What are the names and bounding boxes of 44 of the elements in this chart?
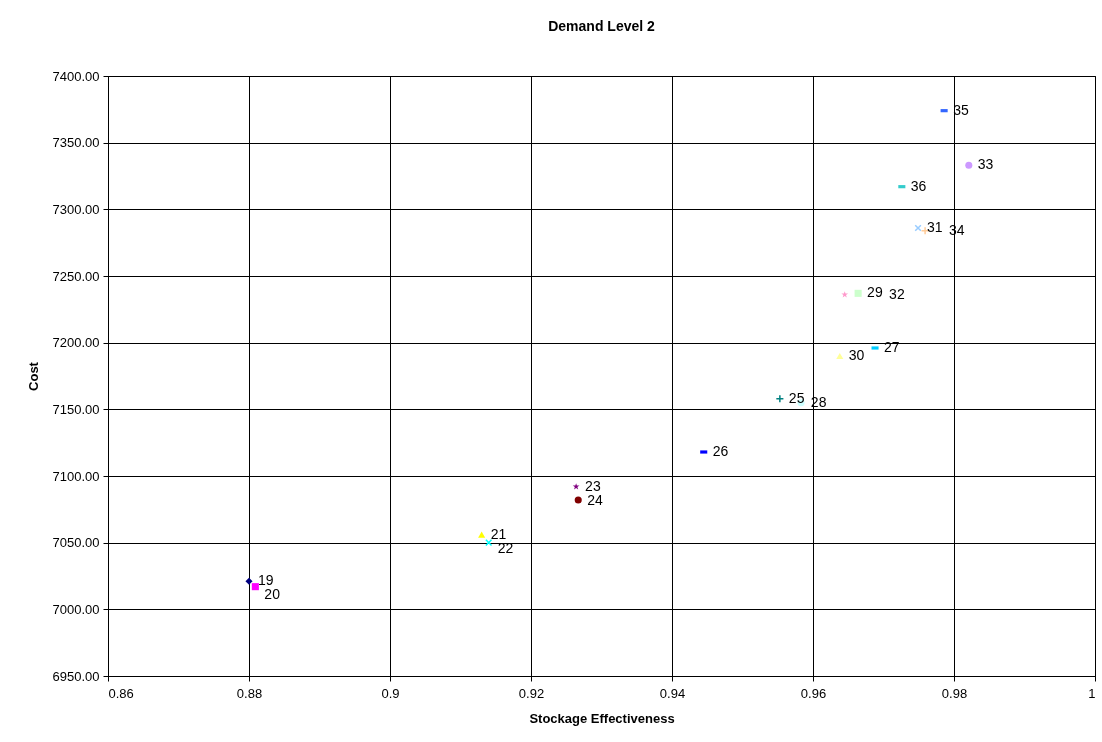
chart-title: Demand Level 2 [548, 18, 656, 34]
y-tick-label: 6950.00 [52, 668, 100, 684]
point [485, 539, 493, 547]
y-tick-label: 7100.00 [52, 468, 100, 484]
x-tick-label: 0.98 [941, 685, 968, 701]
x-tick-label: 0.86 [108, 685, 134, 701]
x-axis-title: Stockage Effectiveness [529, 710, 675, 726]
y-tick-label: 7250.00 [52, 268, 100, 284]
y-tick-label: 7050.00 [52, 535, 100, 551]
point [965, 161, 973, 169]
y-tick-label: 7000.00 [52, 601, 100, 617]
point [251, 583, 259, 591]
x-tick-label: 0.94 [659, 685, 686, 701]
x-tick-label: 0.88 [236, 685, 263, 701]
y-tick-label: 7150.00 [52, 401, 100, 417]
series-label: 25 [788, 389, 805, 406]
series-label: 19 [258, 572, 274, 589]
series-label: 20 [264, 586, 281, 603]
series-label: 24 [587, 491, 604, 508]
text: 32 [889, 285, 905, 302]
point [574, 496, 582, 504]
point [775, 394, 785, 403]
point [914, 224, 922, 232]
series-label: 29 [867, 284, 883, 301]
x-tick-label: 0.9 [381, 685, 400, 701]
y-tick-label: 7200.00 [52, 335, 100, 351]
y-axis-title: Cost [25, 361, 41, 391]
x-tick-label: 1 [1088, 685, 1096, 701]
point [478, 531, 486, 538]
series-label: 26 [712, 443, 729, 459]
point [836, 352, 844, 360]
x-tick-label: 0.92 [518, 685, 545, 701]
series-label: 21 [490, 525, 507, 542]
point [245, 577, 253, 585]
y-tick-label: 7350.00 [52, 135, 100, 151]
series-label: 30 [848, 347, 865, 363]
x-tick-label: 0.96 [800, 685, 827, 701]
point [854, 289, 862, 297]
y-tick-label: 7400.00 [52, 68, 100, 84]
y-tick-label: 7300.00 [52, 201, 100, 217]
series-label: 23 [585, 477, 601, 494]
series-label: 31 [927, 219, 943, 235]
series-label: 33 [977, 156, 994, 173]
series-label: 36 [910, 177, 927, 194]
